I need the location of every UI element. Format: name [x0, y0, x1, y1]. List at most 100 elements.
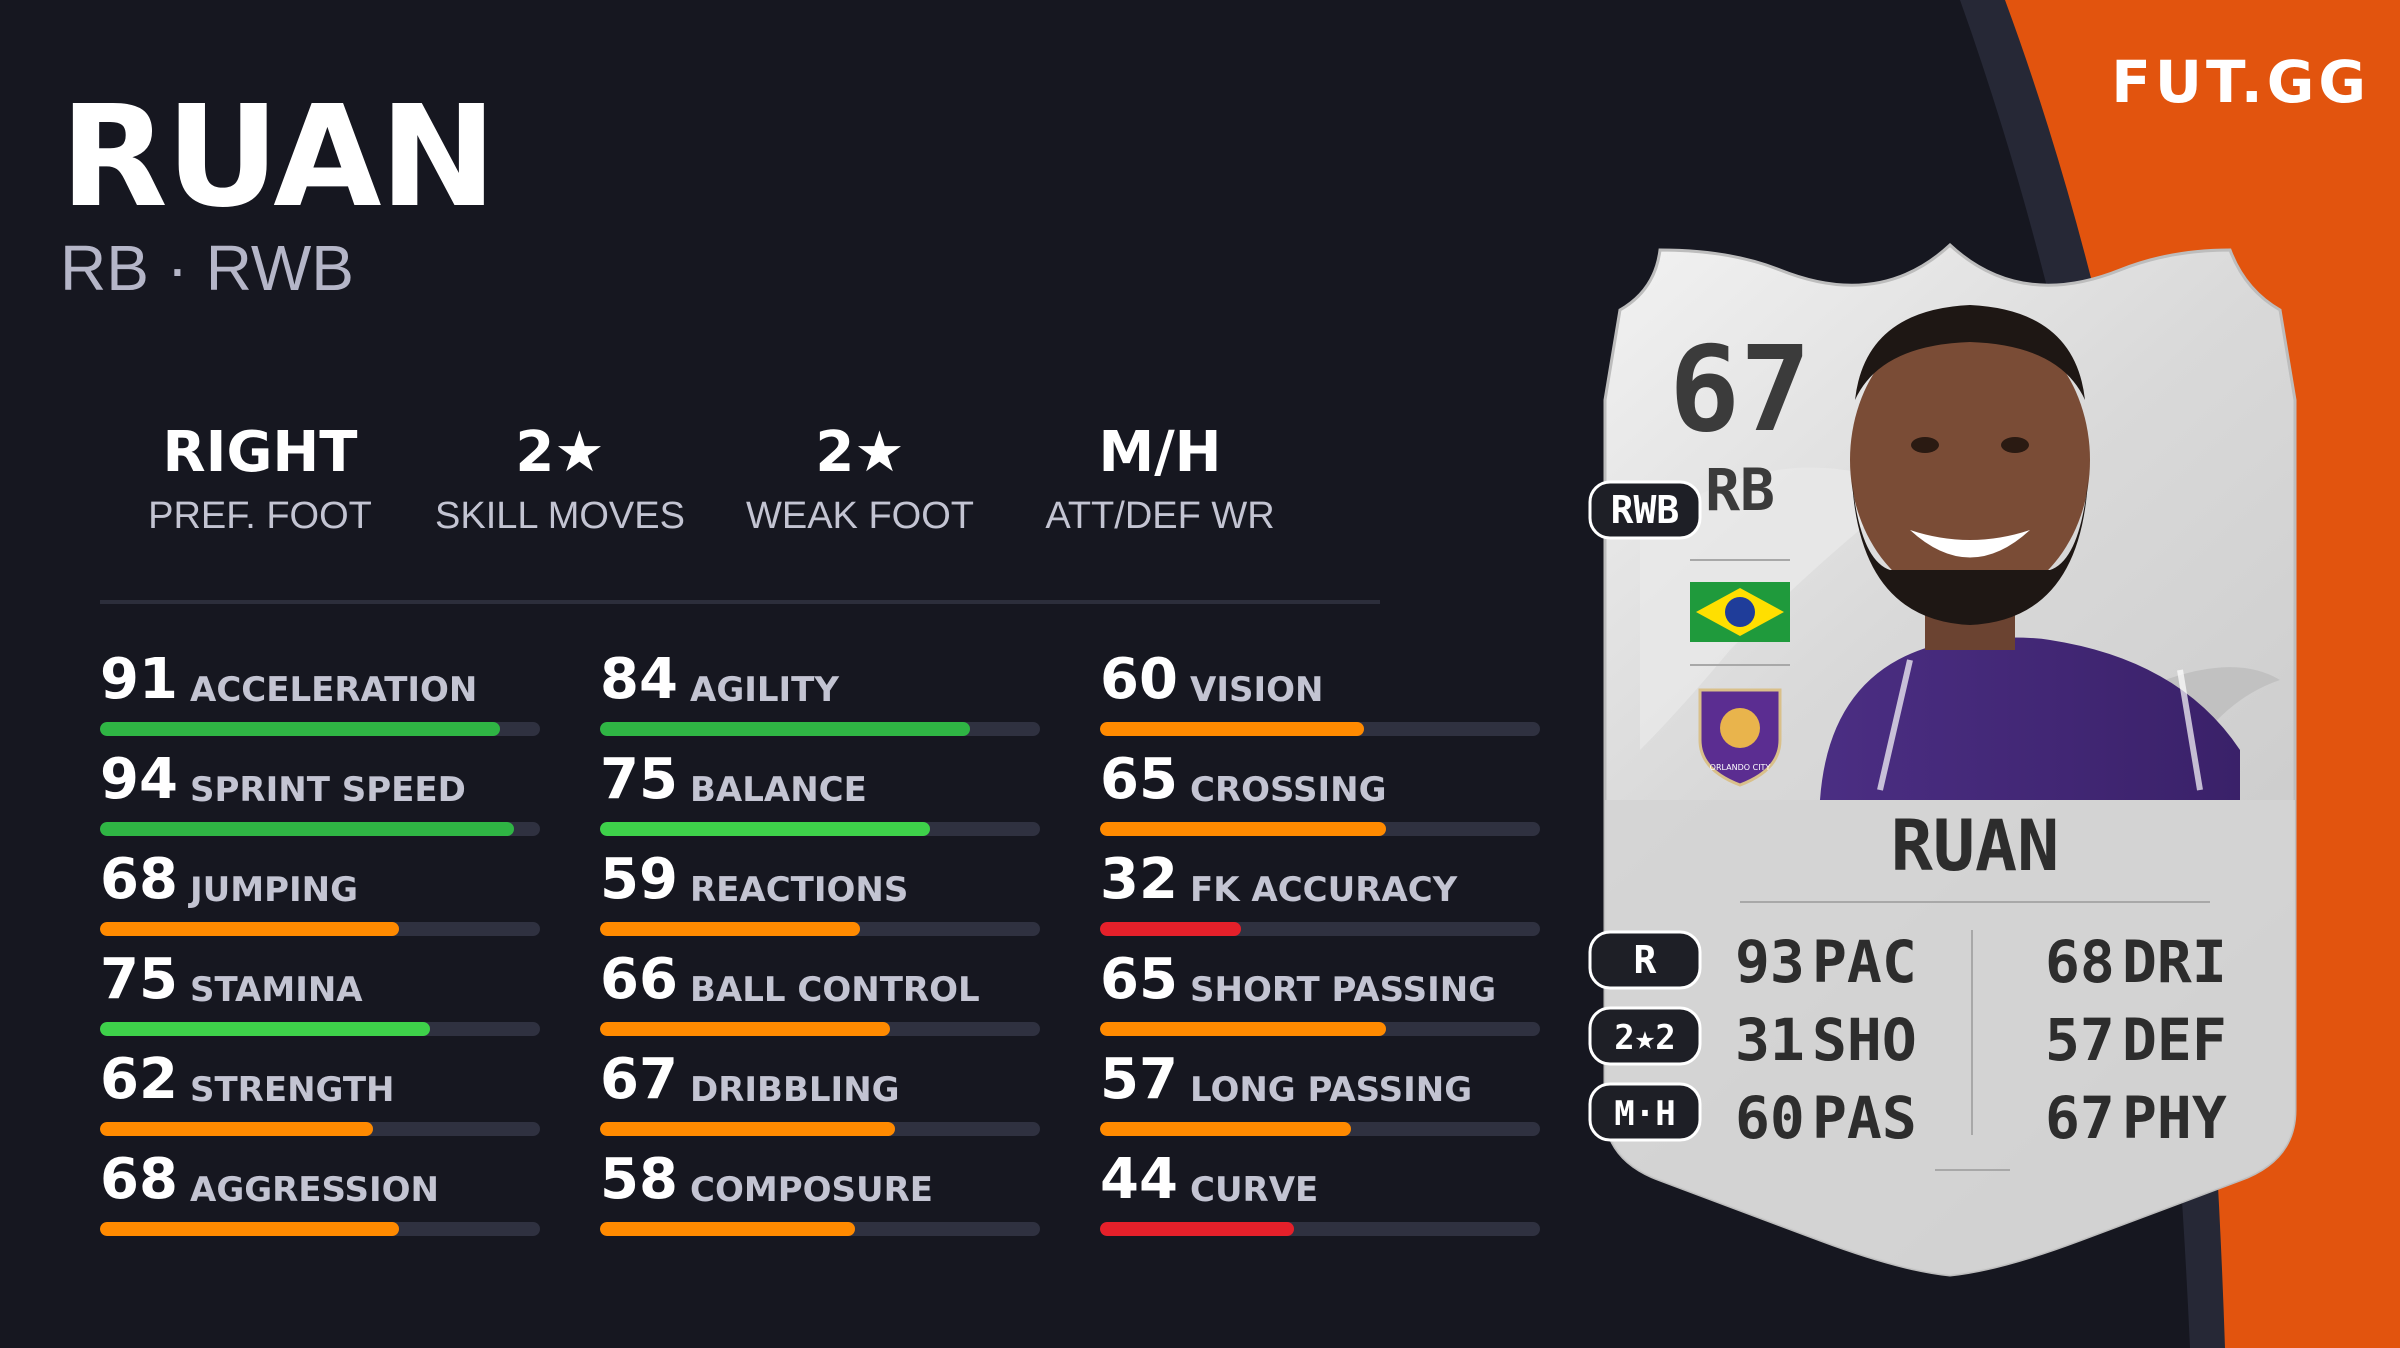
stat-value: 57: [1100, 1047, 1178, 1112]
stat-value: 32: [1100, 847, 1178, 912]
stat-ball-control: 66 BALL CONTROL: [600, 948, 1040, 1038]
stat-label: BALL CONTROL: [690, 970, 980, 1010]
card-swirl-decoration: [1640, 467, 1910, 750]
stat-vision: 60 VISION: [1100, 648, 1540, 738]
stat-bar-fill: [600, 722, 970, 736]
stat-label: STRENGTH: [190, 1070, 395, 1110]
stat-bar-track: [100, 1022, 540, 1036]
card-lower-panel: [1605, 800, 2295, 1275]
stat-bar-track: [100, 922, 540, 936]
face-stat-label: PHY: [2122, 1084, 2227, 1152]
stat-value: 58: [600, 1147, 678, 1212]
stat-bar-fill: [100, 922, 400, 936]
stat-bar-fill: [600, 1222, 856, 1236]
stat-jumping: 68 JUMPING: [100, 848, 540, 938]
stat-bar-track: [600, 722, 1040, 736]
section-divider: [100, 600, 1380, 604]
info-label: WEAK FOOT: [746, 495, 974, 537]
stat-agility: 84 AGILITY: [600, 648, 1040, 738]
player-photo: [1820, 305, 2240, 800]
stat-dribbling: 67 DRIBBLING: [600, 1048, 1040, 1138]
stat-value: 68: [100, 847, 178, 912]
face-stat-value: 31: [1735, 1006, 1805, 1074]
stat-balance: 75 BALANCE: [600, 748, 1040, 838]
stat-label: REACTIONS: [690, 870, 909, 910]
stat-strength: 62 STRENGTH: [100, 1048, 540, 1138]
info-label: PREF. FOOT: [148, 495, 372, 537]
face-stat-label: SHO: [1812, 1006, 1917, 1074]
stat-short-passing: 65 SHORT PASSING: [1100, 948, 1540, 1038]
stat-label: DRIBBLING: [690, 1070, 900, 1110]
workrate-badge: M·H: [1588, 1082, 1702, 1142]
stat-label: JUMPING: [190, 870, 359, 910]
stat-value: 62: [100, 1047, 178, 1112]
stat-bar-track: [1100, 722, 1540, 736]
stat-label: LONG PASSING: [1190, 1070, 1473, 1110]
stat-fk-accuracy: 32 FK ACCURACY: [1100, 848, 1540, 938]
stat-value: 94: [100, 747, 178, 812]
stat-label: AGILITY: [690, 670, 839, 710]
face-stat-value: 93: [1735, 928, 1805, 996]
foot-badge: R: [1588, 930, 1702, 990]
svg-text:R: R: [1634, 938, 1657, 982]
stat-bar-track: [1100, 1222, 1540, 1236]
skills-badge: 2★2: [1588, 1006, 1702, 1066]
stat-bar-fill: [1100, 822, 1386, 836]
stat-bar-track: [100, 822, 540, 836]
stat-value: 65: [1100, 747, 1178, 812]
stat-bar-track: [600, 822, 1040, 836]
card-rating: 67: [1669, 320, 1811, 458]
stat-bar-fill: [100, 1222, 400, 1236]
face-stat-label: DRI: [2122, 928, 2227, 996]
brand-logo: FUT.GG: [2111, 48, 2370, 116]
stat-bar-fill: [100, 822, 514, 836]
stat-bar-track: [100, 1222, 540, 1236]
svg-text:ORLANDO CITY: ORLANDO CITY: [1710, 763, 1771, 772]
nation-flag-icon: [1690, 582, 1790, 642]
face-stat-value: 57: [2045, 1006, 2115, 1074]
stat-bar-track: [600, 922, 1040, 936]
stat-value: 67: [600, 1047, 678, 1112]
stat-bar-track: [600, 1022, 1040, 1036]
info-value: 2★: [815, 420, 905, 485]
stat-label: SPRINT SPEED: [190, 770, 466, 810]
stat-value: 75: [100, 947, 178, 1012]
stat-label: STAMINA: [190, 970, 363, 1010]
stat-value: 65: [1100, 947, 1178, 1012]
stat-bar-fill: [100, 1122, 373, 1136]
stat-label: ACCELERATION: [190, 670, 478, 710]
info-value: 2★: [515, 420, 605, 485]
club-badge-icon: ORLANDO CITY: [1698, 688, 1782, 787]
svg-text:M·H: M·H: [1614, 1094, 1675, 1134]
stat-curve: 44 CURVE: [1100, 1148, 1540, 1238]
svg-text:2★2: 2★2: [1614, 1018, 1675, 1058]
card-player-name: RUAN: [1891, 805, 2060, 887]
stat-bar-fill: [1100, 1022, 1386, 1036]
stat-bar-fill: [100, 722, 501, 736]
stat-value: 84: [600, 647, 678, 712]
stat-bar-fill: [600, 822, 930, 836]
player-name: RUAN: [60, 76, 497, 239]
stat-bar-fill: [600, 1122, 895, 1136]
stat-label: BALANCE: [690, 770, 867, 810]
stat-label: CURVE: [1190, 1170, 1319, 1210]
info-skill-moves: 2★ SKILL MOVES: [420, 418, 700, 544]
info-weak-foot: 2★ WEAK FOOT: [730, 418, 990, 544]
stat-bar-track: [600, 1122, 1040, 1136]
stat-long-passing: 57 LONG PASSING: [1100, 1048, 1540, 1138]
stat-value: 60: [1100, 647, 1178, 712]
stat-crossing: 65 CROSSING: [1100, 748, 1540, 838]
stat-value: 59: [600, 847, 678, 912]
stat-bar-track: [1100, 1122, 1540, 1136]
stat-label: VISION: [1190, 670, 1324, 710]
stat-sprint-speed: 94 SPRINT SPEED: [100, 748, 540, 838]
face-stat-value: 67: [2045, 1084, 2115, 1152]
stat-value: 66: [600, 947, 678, 1012]
stat-bar-fill: [1100, 722, 1364, 736]
svg-text:RWB: RWB: [1611, 488, 1680, 532]
stat-bar-fill: [100, 1022, 430, 1036]
info-pref-foot: RIGHT PREF. FOOT: [140, 418, 380, 544]
stat-bar-track: [100, 1122, 540, 1136]
stat-value: 91: [100, 647, 178, 712]
stat-value: 44: [1100, 1147, 1178, 1212]
